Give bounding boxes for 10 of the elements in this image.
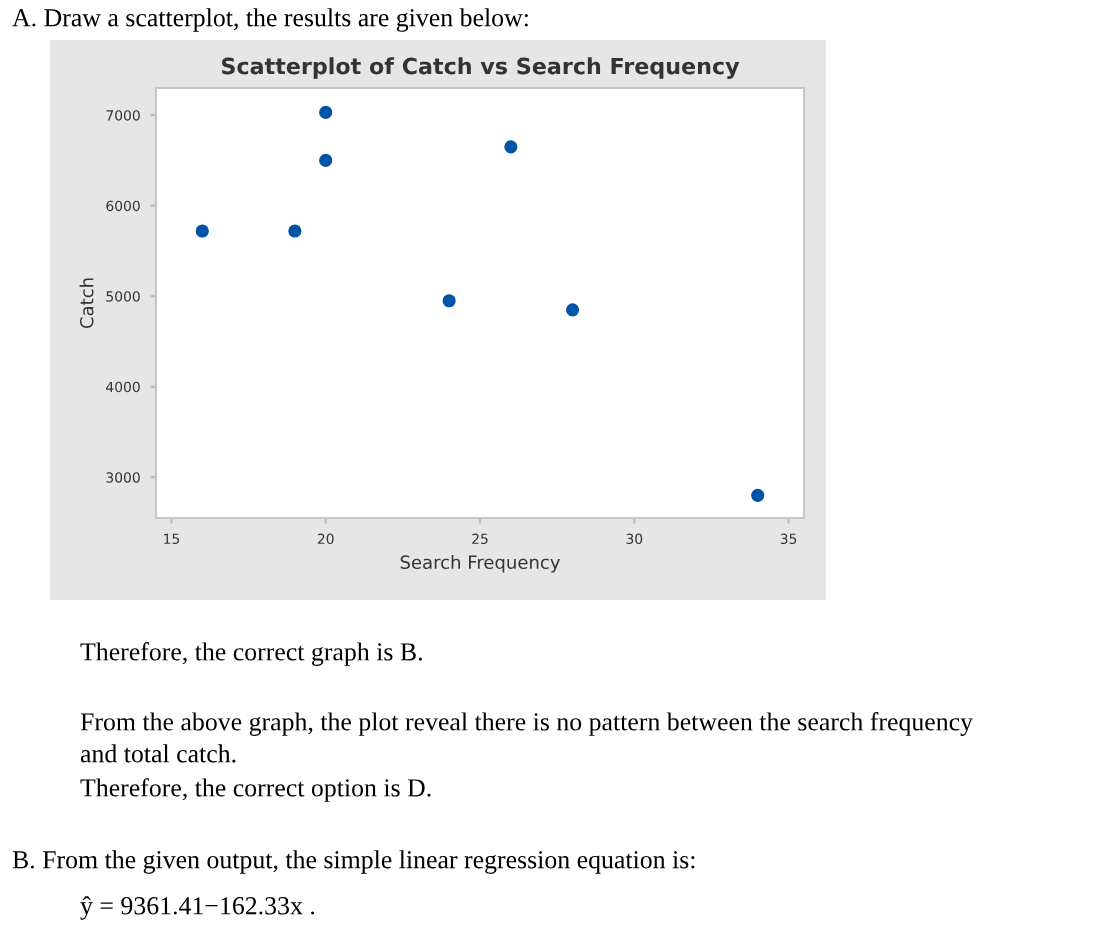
text: From the above graph, the plot reveal there is no pattern between the search frequency xyxy=(80,712,973,736)
text: Therefore, the correct graph is B. xyxy=(80,642,422,666)
chart-title: Scatterplot of Catch vs Search Frequency xyxy=(221,57,740,79)
text: ŷ = 9361.41−162.33x . xyxy=(80,896,315,920)
text: Therefore, the correct option is D. xyxy=(80,778,431,802)
text: B. From the given output, the simple linear regression equation is: xyxy=(12,850,695,874)
text: A. Draw a scatterplot, the results are given below: xyxy=(12,8,528,32)
y-axis-title: Catch xyxy=(79,278,94,329)
x-axis-title: Search Frequency xyxy=(400,555,560,573)
text: and total catch. xyxy=(80,744,236,763)
